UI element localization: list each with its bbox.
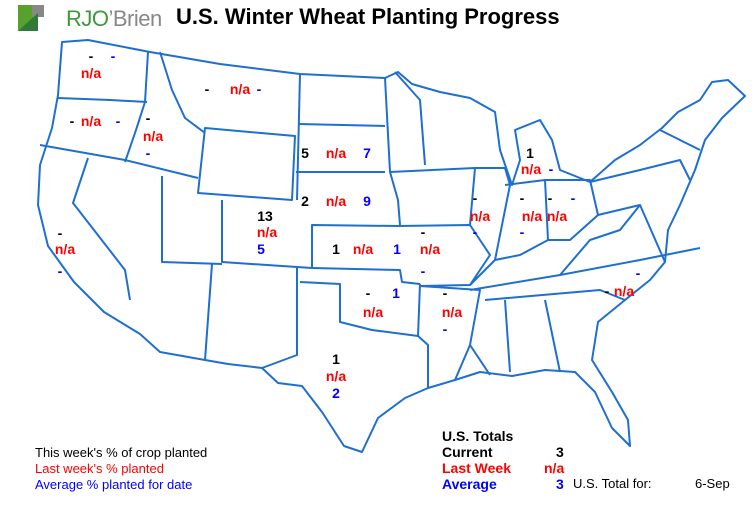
state-co-last-week: n/a [256, 224, 278, 240]
state-mt-last-week: n/a [229, 81, 251, 97]
state-co-current: 13 [257, 208, 273, 224]
state-id-last-week: n/a [142, 128, 164, 144]
state-mi-current: 1 [526, 145, 534, 161]
state-ca-last-week: n/a [54, 241, 76, 257]
totals-date-value: 6-Sep [695, 476, 730, 491]
state-mt-current: - [204, 81, 210, 97]
totals-heading: U.S. Totals [442, 428, 514, 444]
state-mt-average: - [256, 81, 262, 97]
state-mi-last-week: n/a [520, 161, 542, 177]
state-nc-last-week: n/a [613, 283, 635, 299]
state-oh-current: - [547, 190, 553, 206]
state-wa-last-week: n/a [80, 65, 102, 81]
state-ar-average: - [442, 321, 448, 337]
state-ks-average: 1 [393, 241, 401, 257]
totals-last-week-label: Last Week [442, 460, 511, 476]
state-tx-average: 2 [332, 385, 340, 401]
rjobrien-logo: RJO’Brien [18, 3, 162, 33]
state-il-current: - [472, 190, 478, 206]
totals-current-value: 3 [556, 444, 564, 460]
state-or-average: - [115, 113, 121, 129]
state-mi-average: - [548, 161, 554, 177]
totals-date-label: U.S. Total for: [573, 476, 652, 491]
state-oh-average: - [570, 190, 576, 206]
state-ok-current: - [365, 285, 371, 301]
us-outline [37, 39, 746, 453]
state-ne-average: 9 [363, 193, 371, 209]
totals-average-value: 3 [556, 476, 564, 492]
state-mo-last-week: n/a [419, 241, 441, 257]
state-ca-current: - [57, 225, 63, 241]
state-nc-current: - [604, 283, 610, 299]
state-nc-average: - [635, 265, 641, 281]
state-oh-last-week: n/a [546, 208, 568, 224]
state-in-last-week: n/a [521, 208, 543, 224]
state-il-last-week: n/a [469, 208, 491, 224]
state-ks-current: 1 [332, 241, 340, 257]
state-ks-last-week: n/a [352, 241, 374, 257]
state-in-average: - [519, 224, 525, 240]
state-sd-last-week: n/a [325, 145, 347, 161]
state-tx-last-week: n/a [325, 368, 347, 384]
state-ne-last-week: n/a [325, 193, 347, 209]
state-tx-current: 1 [332, 351, 340, 367]
state-co-average: 5 [257, 241, 265, 257]
state-ne-current: 2 [301, 193, 309, 209]
state-sd-average: 7 [363, 145, 371, 161]
state-id-current: - [145, 110, 151, 126]
totals-current-label: Current [442, 444, 493, 460]
state-mo-current: - [420, 224, 426, 240]
legend-average: Average % planted for date [35, 477, 193, 492]
state-ok-last-week: n/a [362, 304, 384, 320]
state-il-average: - [472, 224, 478, 240]
page-title: U.S. Winter Wheat Planting Progress [176, 4, 560, 29]
state-ar-last-week: n/a [441, 304, 463, 320]
state-id-average: - [145, 145, 151, 161]
state-or-last-week: n/a [80, 113, 102, 129]
legend-last-week: Last week's % planted [35, 461, 164, 476]
state-ok-average: 1 [392, 285, 400, 301]
totals-average-label: Average [442, 476, 497, 492]
state-or-current: - [69, 113, 75, 129]
state-wa-current: - [88, 48, 94, 64]
totals-last-week-value: n/a [544, 460, 565, 476]
legend-current: This week's % of crop planted [35, 445, 208, 460]
state-ar-current: - [442, 285, 448, 301]
state-ca-average: - [57, 263, 63, 279]
state-in-current: - [519, 190, 525, 206]
state-mo-average: - [420, 263, 426, 279]
state-wa-average: - [110, 48, 116, 64]
logo-mark-icon [18, 5, 44, 31]
state-sd-current: 5 [301, 145, 309, 161]
